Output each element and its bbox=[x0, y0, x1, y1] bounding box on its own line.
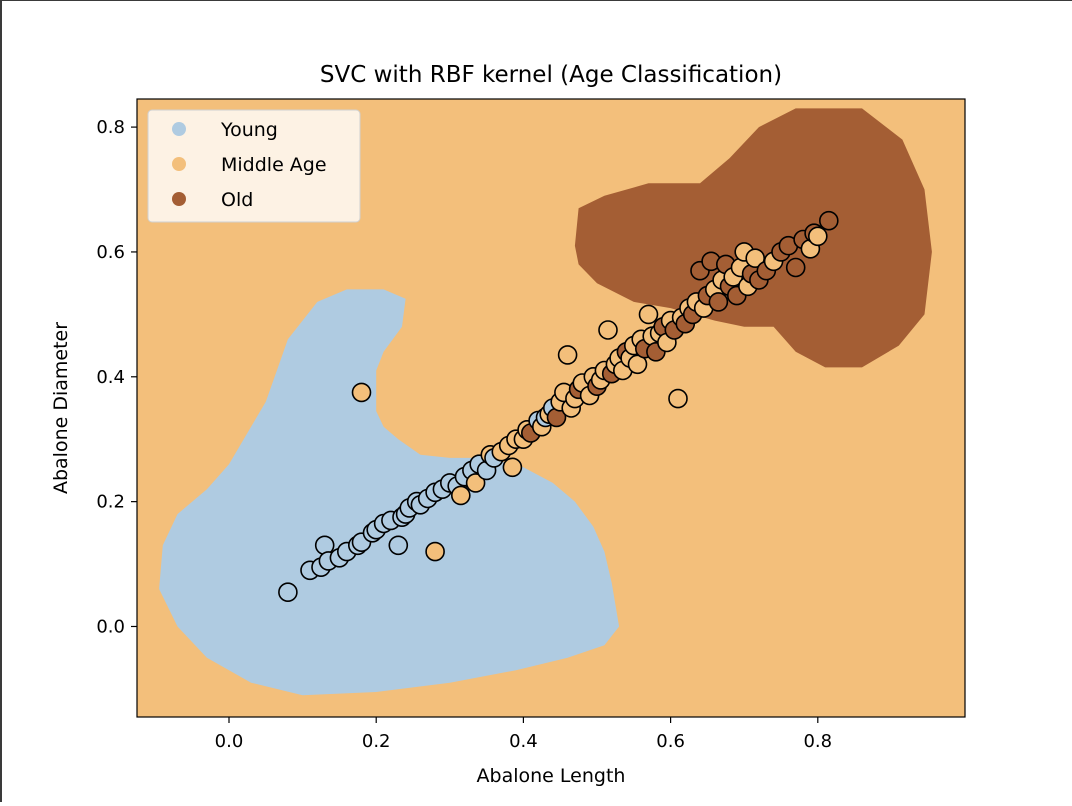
data-point bbox=[818, 210, 839, 231]
data-point bbox=[627, 354, 648, 375]
y-tick-label: 0.8 bbox=[96, 117, 125, 138]
data-point bbox=[598, 320, 618, 340]
data-point bbox=[745, 248, 766, 269]
y-axis-label: Abalone Diameter bbox=[50, 322, 72, 494]
region-young bbox=[159, 289, 620, 696]
data-point bbox=[351, 382, 372, 403]
legend-marker bbox=[172, 192, 186, 206]
legend-label: Young bbox=[220, 119, 278, 141]
legend-box bbox=[147, 109, 361, 223]
data-point bbox=[668, 388, 688, 409]
x-tick-label: 0.4 bbox=[509, 731, 538, 752]
data-point bbox=[807, 226, 828, 247]
data-point bbox=[465, 473, 486, 493]
legend-label: Middle Age bbox=[221, 154, 327, 176]
legend-marker bbox=[172, 157, 186, 171]
legend-label: Old bbox=[221, 189, 253, 211]
data-point bbox=[278, 582, 298, 603]
axes-frame bbox=[136, 98, 966, 718]
legend: Young Middle Age Old bbox=[147, 109, 361, 223]
data-point bbox=[388, 535, 409, 556]
data-point bbox=[425, 541, 445, 562]
x-tick-label: 0.2 bbox=[362, 731, 391, 752]
x-tick-label: 0.8 bbox=[803, 731, 832, 752]
data-point bbox=[708, 292, 729, 312]
data-point bbox=[785, 257, 806, 278]
chart-title: SVC with RBF kernel (Age Classification) bbox=[320, 62, 782, 88]
legend-marker bbox=[172, 122, 186, 136]
x-tick-label: 0.6 bbox=[656, 731, 685, 752]
y-tick-label: 0.6 bbox=[96, 242, 125, 263]
data-points bbox=[278, 210, 839, 603]
data-point bbox=[502, 457, 523, 478]
x-tick-label: 0.0 bbox=[215, 731, 244, 752]
data-point bbox=[557, 345, 578, 365]
y-tick-label: 0.2 bbox=[96, 492, 125, 513]
data-point bbox=[638, 304, 659, 325]
y-axis-ticks: 0.0 0.2 0.4 0.6 0.8 bbox=[96, 117, 137, 637]
region-old bbox=[574, 108, 932, 368]
y-tick-label: 0.0 bbox=[96, 616, 125, 637]
data-point bbox=[450, 485, 471, 506]
x-axis-label: Abalone Length bbox=[477, 765, 626, 787]
y-tick-label: 0.4 bbox=[96, 367, 125, 388]
x-axis-ticks: 0.0 0.2 0.4 0.6 0.8 bbox=[215, 717, 832, 752]
